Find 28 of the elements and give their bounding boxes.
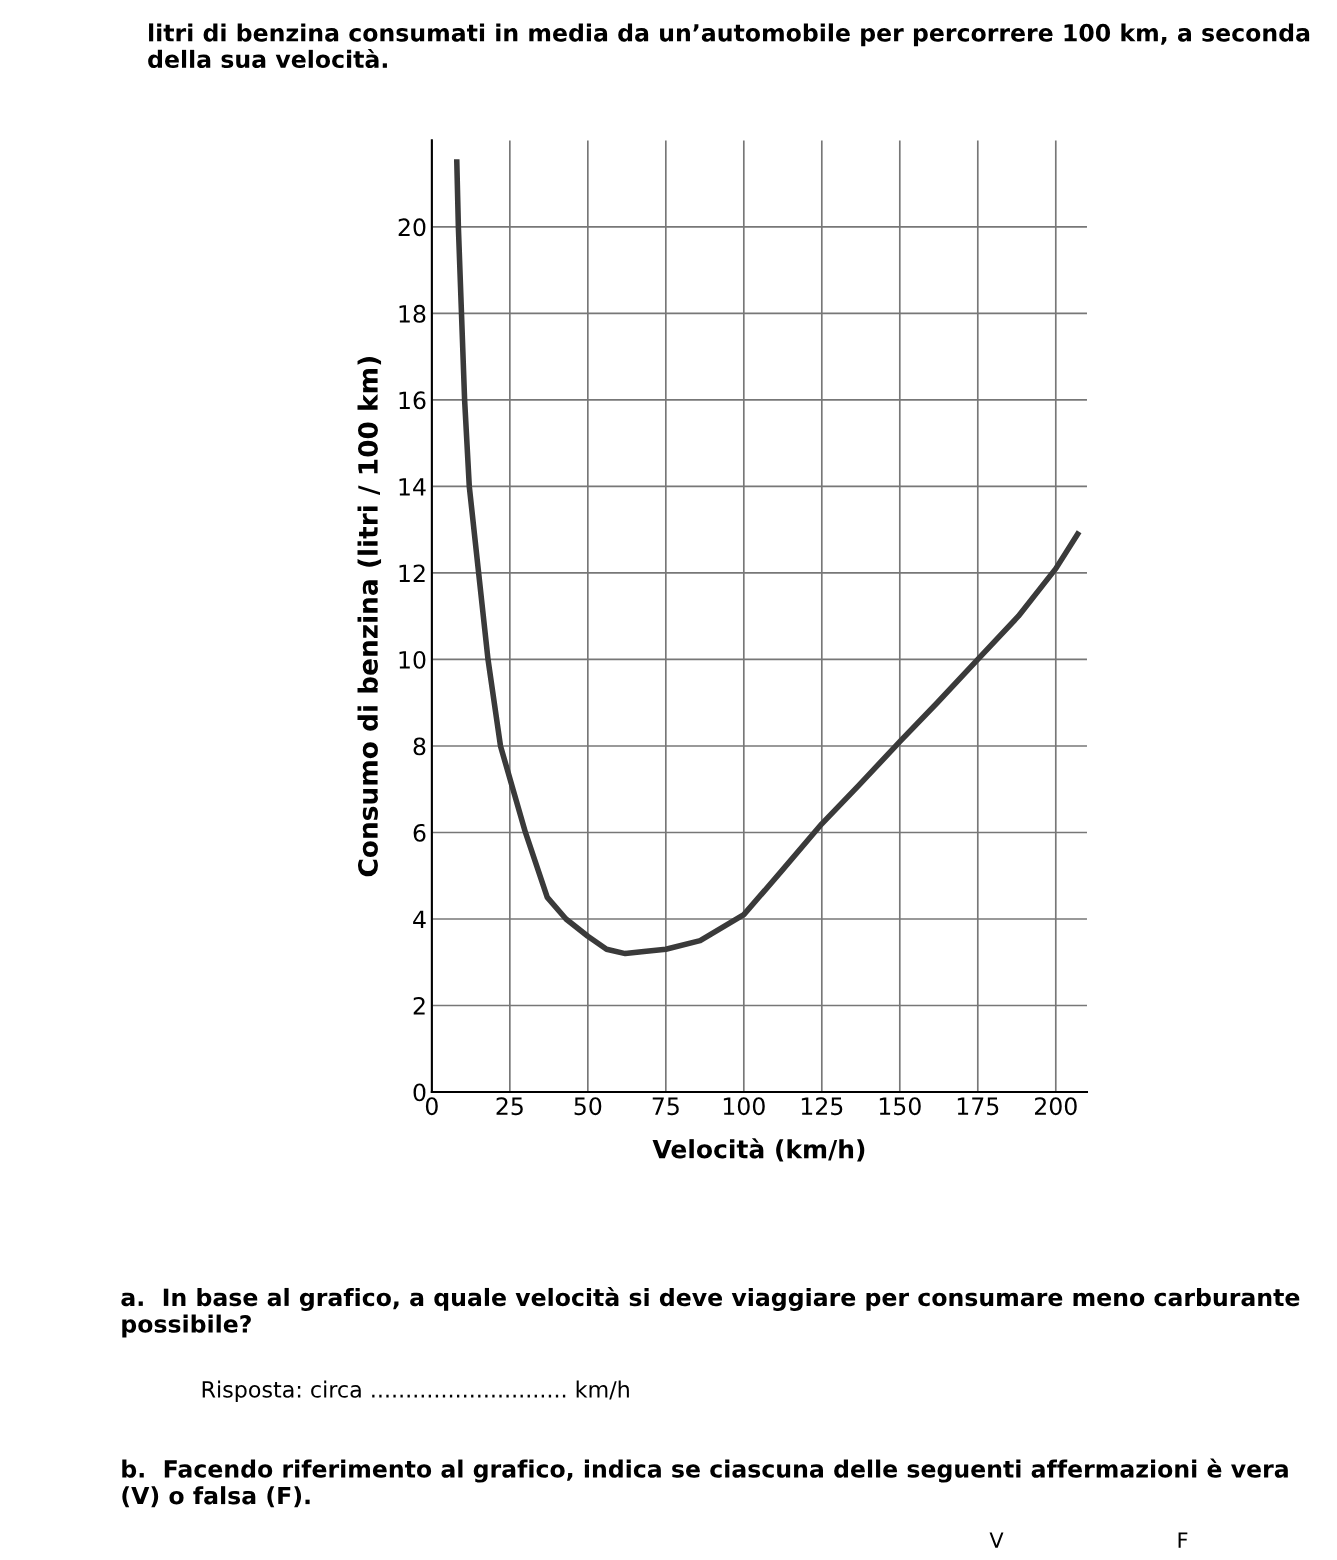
x-tick-label: 150	[879, 1097, 921, 1116]
text: V	[989, 1532, 1004, 1548]
x-tick-label: 125	[801, 1097, 843, 1116]
y-tick-label: 18	[399, 304, 426, 323]
y-tick-label: 8	[413, 737, 426, 756]
y-tick-label: 4	[413, 910, 426, 928]
x-tick-label: 75	[652, 1097, 679, 1116]
y-tick-label: 2	[413, 996, 425, 1015]
y-tick-label: 20	[398, 218, 426, 237]
text: a. In base al grafico, a quale velocità si deve viaggiare per consumare meno carburante possibile?	[121, 1287, 1300, 1338]
x-tick-label: 50	[574, 1097, 602, 1116]
chart-title: litri di benzina consumati in media da un’automobile per percorrere 100 km, a seconda della sua velocità.	[148, 23, 1310, 69]
x-axis-title: Velocità (km/h)	[652, 1138, 865, 1162]
x-tick-label: 25	[496, 1097, 523, 1116]
text: b. Facendo riferimento al grafico, indica se ciascuna delle seguenti affermazioni è vera (V) o falsa (F).	[122, 1458, 1288, 1508]
y-tick-label: 14	[399, 478, 426, 496]
x-tick-label: 0	[425, 1097, 438, 1116]
y-tick-label: 10	[399, 650, 426, 669]
y-tick-label: 0	[413, 1083, 426, 1102]
y-tick-label: 12	[399, 564, 425, 582]
y-tick-label: 6	[413, 823, 426, 842]
x-tick-label: 175	[957, 1097, 999, 1116]
y-axis-title: Consumo di benzina (litri / 100 km)	[357, 357, 382, 877]
x-tick-label: 100	[723, 1097, 765, 1116]
y-tick-label: 16	[399, 391, 426, 410]
text: F	[1178, 1532, 1188, 1548]
x-tick-label: 200	[1034, 1097, 1077, 1116]
text: Risposta: circa ............................ km/h	[202, 1380, 629, 1403]
